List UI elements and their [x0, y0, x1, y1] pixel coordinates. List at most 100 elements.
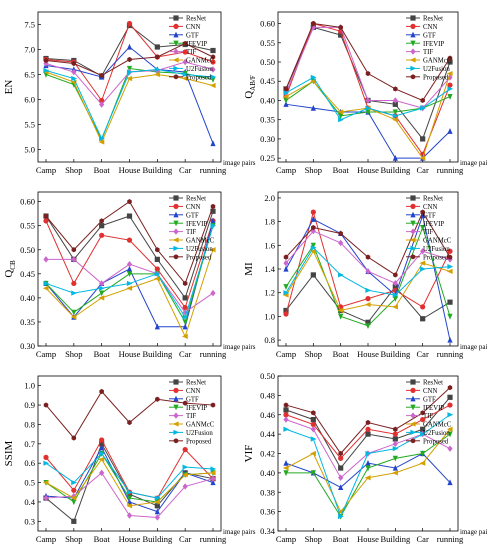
data-point-U2Fusion: [43, 67, 50, 74]
data-point-GANMcC: [98, 295, 105, 301]
data-point-IFEVIP: [71, 499, 77, 506]
legend-label: U2Fusion: [186, 66, 213, 73]
data-point-U2Fusion: [365, 287, 372, 293]
x-axis-annotation: image pairs: [460, 528, 487, 536]
x-tick-label: Car: [179, 165, 191, 175]
data-point-GTF: [392, 154, 398, 161]
x-tick-label: running: [437, 165, 464, 175]
data-point-ResNet: [99, 223, 105, 229]
data-point-TIF: [182, 58, 188, 66]
legend-label: GANMcC: [423, 422, 452, 429]
data-point-CNN: [182, 49, 188, 55]
x-tick-label: Camp: [36, 165, 56, 175]
data-point-U2Fusion: [182, 71, 189, 78]
data-point-Proposed: [365, 70, 371, 77]
data-point-GTF: [126, 265, 133, 272]
legend-label: IFEVIP: [186, 405, 207, 412]
data-point-TIF: [126, 512, 133, 519]
data-point-U2Fusion: [154, 66, 161, 73]
legend-label: ResNet: [186, 380, 206, 387]
data-point-GTF: [310, 104, 316, 111]
y-tick-label: 6.0: [24, 95, 35, 105]
legend-label: GTF: [186, 396, 199, 403]
legend-marker: [173, 74, 179, 80]
data-point-GANMcC: [209, 470, 216, 476]
x-tick-label: Building: [142, 349, 173, 359]
data-point-Proposed: [155, 247, 160, 253]
data-point-IFEVIP: [126, 271, 133, 278]
data-point-GANMcC: [337, 109, 344, 115]
x-tick-label: Car: [417, 534, 429, 544]
x-tick-label: Car: [417, 165, 429, 175]
legend-marker: [173, 23, 179, 29]
data-point-U2Fusion: [283, 90, 290, 96]
data-point-CNN: [43, 454, 49, 460]
data-point-CNN: [283, 412, 289, 418]
data-point-GTF: [182, 323, 188, 330]
data-point-Proposed: [210, 402, 216, 408]
data-point-GTF: [154, 323, 160, 330]
data-point-IFEVIP: [283, 97, 289, 104]
legend-label: IFEVIP: [186, 221, 207, 228]
y-tick-label: 0.38: [260, 487, 275, 497]
x-tick-label: Building: [380, 349, 411, 359]
legend-marker: [173, 65, 180, 71]
data-point-U2Fusion: [338, 513, 344, 520]
data-point-IFEVIP: [392, 455, 398, 462]
data-point-U2Fusion: [365, 450, 372, 457]
y-tick-label: 0.50: [260, 371, 275, 381]
data-point-CNN: [182, 447, 188, 453]
data-point-TIF: [210, 66, 216, 73]
y-tick-label: 1.4: [264, 264, 275, 274]
legend-marker: [410, 211, 416, 218]
legend-marker: [410, 245, 417, 251]
x-tick-label: running: [437, 349, 464, 359]
x-tick-label: Camp: [36, 349, 56, 359]
legend-label: ResNet: [423, 196, 443, 203]
data-point-TIF: [283, 416, 289, 423]
series-line-ResNet: [45, 442, 214, 523]
y-tick-label: 0.35: [260, 115, 275, 125]
data-point-Proposed: [393, 86, 398, 92]
data-point-GANMcC: [98, 139, 105, 145]
data-point-U2Fusion: [126, 280, 133, 287]
data-point-U2Fusion: [392, 292, 399, 298]
data-point-ResNet: [154, 503, 160, 509]
legend-marker: [409, 421, 416, 427]
legend-label: GTF: [423, 32, 436, 39]
data-point-Proposed: [338, 24, 343, 30]
data-point-ResNet: [210, 47, 216, 54]
legend-marker: [410, 395, 416, 402]
data-point-CNN: [365, 426, 371, 432]
legend-marker: [173, 228, 179, 235]
data-point-GANMcC: [126, 75, 133, 82]
data-point-GANMcC: [181, 75, 188, 82]
legend-marker: [173, 40, 179, 47]
data-point-GTF: [126, 43, 133, 50]
x-axis-annotation: image pairs: [223, 528, 256, 536]
data-point-GTF: [420, 212, 426, 219]
data-point-ResNet: [392, 284, 398, 290]
x-tick-label: Boat: [94, 165, 111, 175]
legend-marker: [410, 404, 416, 411]
data-point-GANMcC: [181, 333, 188, 339]
x-tick-label: House: [357, 349, 379, 359]
legend-marker: [410, 228, 416, 235]
legend-label: CNN: [423, 24, 437, 31]
data-point-TIF: [99, 101, 105, 108]
data-point-ResNet: [338, 32, 344, 38]
data-point-TIF: [182, 483, 188, 490]
data-point-Proposed: [311, 224, 316, 231]
data-point-ResNet: [392, 436, 398, 442]
legend-marker: [410, 15, 416, 21]
data-point-GANMcC: [209, 247, 216, 253]
legend-label: U2Fusion: [423, 246, 450, 253]
data-point-Proposed: [447, 55, 453, 61]
legend-label: CNN: [423, 388, 437, 395]
data-point-Proposed: [420, 209, 425, 215]
data-point-TIF: [392, 280, 398, 287]
legend-label: IFEVIP: [423, 41, 444, 48]
legend-marker: [173, 220, 179, 227]
series-line-GANMcC: [45, 71, 214, 144]
